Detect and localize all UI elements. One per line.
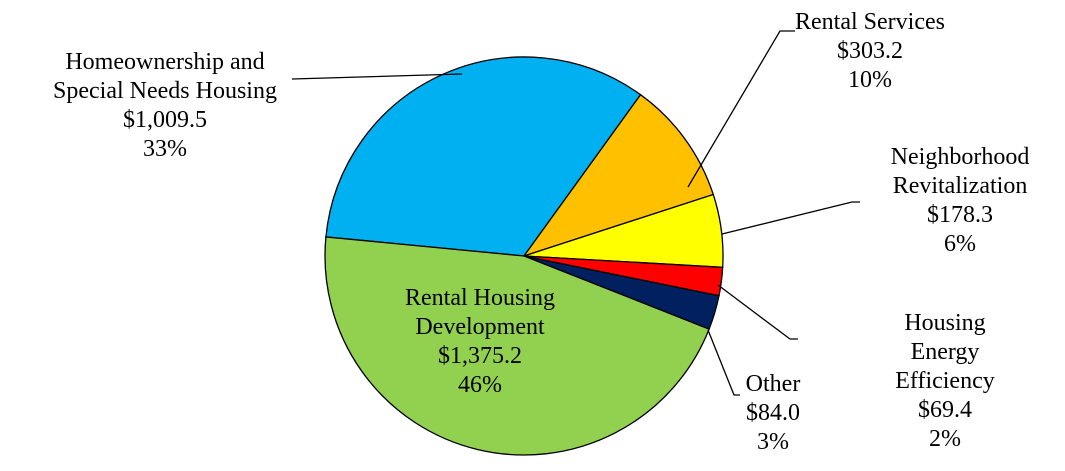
percentage-label: 6% xyxy=(944,231,976,257)
value-label: $1,375.2 xyxy=(438,343,522,369)
slice-label: Homeownership and Special Needs Housing $… xyxy=(53,48,277,164)
leader-line xyxy=(717,284,798,340)
slice-label: Housing Energy Efficiency $69.4 2% xyxy=(885,309,1005,454)
category-name: Rental Services xyxy=(795,9,945,35)
category-name: Housing Energy Efficiency xyxy=(895,310,995,394)
percentage-label: 33% xyxy=(143,136,187,162)
slice-label: Rental Housing Development $1,375.2 46% xyxy=(405,284,555,400)
leader-line xyxy=(687,30,795,188)
slice xyxy=(522,93,715,258)
value-label: $1,009.5 xyxy=(123,107,207,133)
slice-label: Other $84.0 3% xyxy=(746,370,801,457)
leader-line xyxy=(721,201,860,235)
percentage-label: 10% xyxy=(847,67,892,93)
value-label: $69.4 xyxy=(918,397,972,423)
slice-label: Rental Services $303.2 10% xyxy=(795,8,945,95)
leader-lines xyxy=(291,30,860,396)
percentage-label: 46% xyxy=(458,372,502,398)
slices xyxy=(324,56,724,456)
value-label: $303.2 xyxy=(836,38,903,64)
category-name: Rental Housing Development xyxy=(405,285,555,340)
slice-label: Neighborhood Revitalization $178.3 6% xyxy=(891,143,1030,259)
leader-line xyxy=(707,329,740,396)
percentage-label: 2% xyxy=(929,426,961,452)
value-label: $178.3 xyxy=(927,202,993,228)
leader-line xyxy=(291,73,463,80)
slice xyxy=(324,236,710,456)
category-name: Homeownership and Special Needs Housing xyxy=(53,49,277,104)
value-label: $84.0 xyxy=(746,400,800,426)
category-name: Other xyxy=(745,371,801,397)
percentage-label: 3% xyxy=(757,429,789,455)
category-name: Neighborhood Revitalization xyxy=(890,144,1030,199)
